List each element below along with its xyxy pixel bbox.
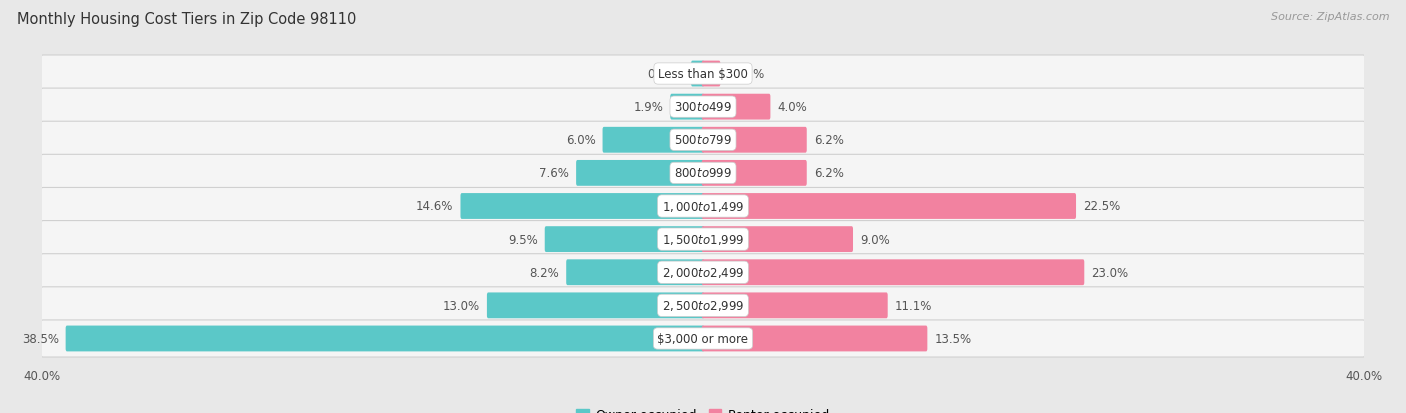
FancyBboxPatch shape (576, 161, 704, 186)
Text: 22.5%: 22.5% (1083, 200, 1121, 213)
Text: $800 to $999: $800 to $999 (673, 167, 733, 180)
Text: 13.0%: 13.0% (443, 299, 479, 312)
Text: 4.0%: 4.0% (778, 101, 807, 114)
Legend: Owner-occupied, Renter-occupied: Owner-occupied, Renter-occupied (571, 404, 835, 413)
FancyBboxPatch shape (66, 326, 704, 351)
FancyBboxPatch shape (671, 95, 704, 120)
Text: 6.2%: 6.2% (814, 167, 844, 180)
Text: $2,000 to $2,499: $2,000 to $2,499 (662, 266, 744, 280)
Text: Monthly Housing Cost Tiers in Zip Code 98110: Monthly Housing Cost Tiers in Zip Code 9… (17, 12, 356, 27)
Text: $1,500 to $1,999: $1,500 to $1,999 (662, 233, 744, 247)
FancyBboxPatch shape (41, 122, 1365, 159)
FancyBboxPatch shape (461, 194, 704, 219)
Text: 23.0%: 23.0% (1091, 266, 1129, 279)
Text: $500 to $799: $500 to $799 (673, 134, 733, 147)
FancyBboxPatch shape (41, 320, 1365, 357)
Text: 6.2%: 6.2% (814, 134, 844, 147)
FancyBboxPatch shape (567, 260, 704, 285)
Text: $3,000 or more: $3,000 or more (658, 332, 748, 345)
Text: 13.5%: 13.5% (934, 332, 972, 345)
Text: 8.2%: 8.2% (530, 266, 560, 279)
FancyBboxPatch shape (41, 89, 1365, 126)
FancyBboxPatch shape (702, 194, 1076, 219)
Text: 0.97%: 0.97% (727, 68, 765, 81)
FancyBboxPatch shape (702, 62, 720, 87)
FancyBboxPatch shape (41, 287, 1365, 324)
Text: 9.5%: 9.5% (508, 233, 537, 246)
Text: 6.0%: 6.0% (565, 134, 596, 147)
FancyBboxPatch shape (692, 62, 704, 87)
FancyBboxPatch shape (702, 293, 887, 318)
FancyBboxPatch shape (41, 56, 1365, 93)
FancyBboxPatch shape (702, 161, 807, 186)
FancyBboxPatch shape (702, 95, 770, 120)
Text: 9.0%: 9.0% (860, 233, 890, 246)
FancyBboxPatch shape (702, 128, 807, 153)
Text: 1.9%: 1.9% (634, 101, 664, 114)
FancyBboxPatch shape (41, 155, 1365, 192)
FancyBboxPatch shape (41, 254, 1365, 291)
Text: $1,000 to $1,499: $1,000 to $1,499 (662, 199, 744, 214)
FancyBboxPatch shape (702, 326, 928, 351)
Text: Less than $300: Less than $300 (658, 68, 748, 81)
Text: $300 to $499: $300 to $499 (673, 101, 733, 114)
Text: $2,500 to $2,999: $2,500 to $2,999 (662, 299, 744, 313)
FancyBboxPatch shape (702, 227, 853, 252)
FancyBboxPatch shape (41, 188, 1365, 225)
Text: Source: ZipAtlas.com: Source: ZipAtlas.com (1271, 12, 1389, 22)
Text: 11.1%: 11.1% (894, 299, 932, 312)
FancyBboxPatch shape (603, 128, 704, 153)
FancyBboxPatch shape (486, 293, 704, 318)
Text: 7.6%: 7.6% (540, 167, 569, 180)
Text: 0.64%: 0.64% (647, 68, 685, 81)
FancyBboxPatch shape (702, 260, 1084, 285)
Text: 38.5%: 38.5% (21, 332, 59, 345)
FancyBboxPatch shape (544, 227, 704, 252)
Text: 14.6%: 14.6% (416, 200, 454, 213)
FancyBboxPatch shape (41, 221, 1365, 258)
